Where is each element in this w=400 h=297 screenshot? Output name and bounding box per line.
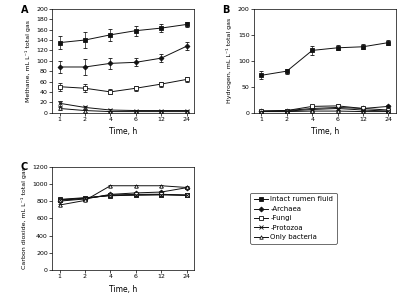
Y-axis label: Methane, mL L⁻¹ total gas: Methane, mL L⁻¹ total gas (24, 20, 30, 102)
Text: B: B (222, 5, 230, 15)
Text: C: C (21, 162, 28, 172)
Text: A: A (21, 5, 28, 15)
X-axis label: Time, h: Time, h (109, 127, 137, 136)
X-axis label: Time, h: Time, h (109, 285, 137, 294)
Legend: Intact rumen fluid, -Archaea, -Fungi, -Protozoa, Only bacteria: Intact rumen fluid, -Archaea, -Fungi, -P… (250, 193, 337, 244)
X-axis label: Time, h: Time, h (311, 127, 339, 136)
Y-axis label: Carbon dioxide, mL L⁻¹ total gas: Carbon dioxide, mL L⁻¹ total gas (21, 168, 27, 269)
Y-axis label: Hydrogen, mL L⁻¹ total gas: Hydrogen, mL L⁻¹ total gas (226, 18, 232, 103)
